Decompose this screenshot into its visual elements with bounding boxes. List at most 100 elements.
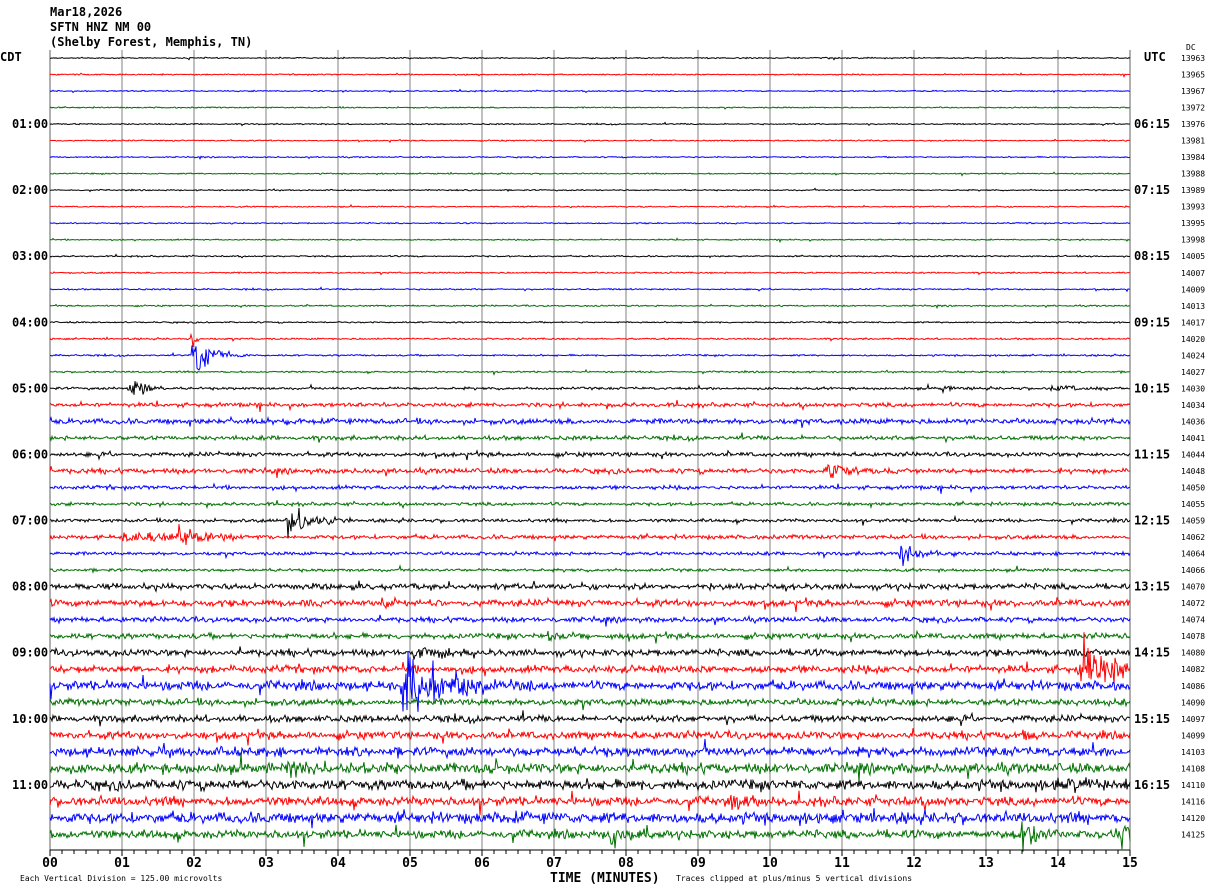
trace-row-17 [49, 332, 1131, 347]
dc-offset: 14055 [1181, 500, 1205, 509]
trace-row-2 [49, 88, 1130, 94]
trace-row-42 [49, 738, 1131, 760]
dc-offset: 13995 [1181, 219, 1205, 228]
right-hour-label: 12:15 [1134, 514, 1170, 528]
trace-row-10 [49, 221, 1131, 225]
trace-row-43 [49, 753, 1131, 783]
dc-offset: 14030 [1181, 384, 1205, 393]
right-hour-label: 07:15 [1134, 183, 1170, 197]
x-tick-label: 01 [114, 856, 130, 871]
station-label: SFTN HNZ NM 00 [50, 20, 151, 34]
dc-offset: 14034 [1181, 401, 1205, 410]
dc-offset: 13963 [1181, 54, 1205, 63]
dc-offset: 14074 [1181, 616, 1205, 625]
x-tick-label: 05 [402, 856, 418, 871]
trace-row-33 [49, 595, 1131, 613]
trace-row-18 [49, 345, 1131, 371]
traces [49, 56, 1131, 852]
trace-row-21 [49, 399, 1131, 412]
trace-row-12 [49, 253, 1131, 259]
left-timezone-label: CDT [0, 50, 22, 64]
dc-offset: 14072 [1181, 599, 1205, 608]
dc-offset: 14086 [1181, 682, 1205, 691]
trace-row-28 [49, 507, 1131, 538]
dc-offset: 14005 [1181, 252, 1205, 261]
dc-offset: 14110 [1181, 781, 1205, 790]
right-hour-label: 11:15 [1134, 447, 1170, 461]
date-label: Mar18,2026 [50, 5, 122, 19]
trace-row-22 [49, 415, 1131, 428]
dc-offset: 13965 [1181, 71, 1205, 80]
trace-row-13 [49, 271, 1131, 276]
trace-row-34 [49, 614, 1131, 627]
dc-offset: 13972 [1181, 104, 1205, 113]
right-hour-label: 15:15 [1134, 712, 1170, 726]
x-tick-label: 09 [690, 856, 706, 871]
x-tick-label: 12 [906, 856, 922, 871]
right-hour-label: 13:15 [1134, 580, 1170, 594]
trace-row-44 [49, 777, 1131, 794]
dc-offset: 13988 [1181, 170, 1205, 179]
dc-offset: 14078 [1181, 632, 1205, 641]
dc-offset: 13984 [1181, 153, 1205, 162]
trace-row-20 [49, 381, 1130, 395]
grid [49, 50, 1131, 850]
trace-row-36 [49, 646, 1131, 660]
trace-row-15 [49, 303, 1131, 310]
trace-row-25 [49, 463, 1131, 479]
trace-row-39 [49, 696, 1131, 711]
right-hour-label: 14:15 [1134, 646, 1170, 660]
left-hour-label: 08:00 [12, 580, 48, 594]
trace-row-7 [50, 171, 1131, 177]
trace-row-23 [49, 432, 1131, 444]
right-hour-label: 08:15 [1134, 249, 1170, 263]
x-tick-label: 00 [42, 856, 58, 871]
dc-offset: 14062 [1181, 533, 1205, 542]
dc-offset: 14036 [1181, 417, 1205, 426]
trace-row-11 [49, 237, 1131, 244]
dc-offset: 14017 [1181, 318, 1205, 327]
left-hour-label: 03:00 [12, 249, 48, 263]
x-tick-label: 13 [978, 856, 994, 871]
dc-offset: 14103 [1181, 748, 1205, 757]
trace-row-1 [49, 72, 1131, 78]
dc-offset: 14059 [1181, 517, 1205, 526]
dc-label: DC [1186, 43, 1196, 52]
trace-row-40 [49, 710, 1131, 727]
trace-row-30 [49, 545, 1131, 567]
trace-row-47 [49, 821, 1131, 852]
trace-row-16 [49, 320, 1131, 325]
dc-offset: 14099 [1181, 731, 1205, 740]
x-axis-title: TIME (MINUTES) [550, 871, 660, 886]
dc-offset: 14070 [1181, 583, 1205, 592]
left-hour-label: 09:00 [12, 646, 48, 660]
dc-offset: 14050 [1181, 484, 1205, 493]
dc-offset: 14097 [1181, 715, 1205, 724]
dc-offset: 14007 [1181, 269, 1205, 278]
left-hour-label: 11:00 [12, 778, 48, 792]
dc-offset: 14108 [1181, 764, 1205, 773]
trace-row-31 [49, 564, 1131, 574]
left-hour-label: 10:00 [12, 712, 48, 726]
dc-offset: 14064 [1181, 550, 1205, 559]
x-tick-label: 04 [330, 856, 346, 871]
trace-row-14 [49, 286, 1131, 293]
trace-row-5 [50, 138, 1131, 144]
right-hour-label: 09:15 [1134, 315, 1170, 329]
x-tick-label: 03 [258, 856, 274, 871]
trace-row-41 [49, 728, 1131, 746]
right-hour-label: 16:15 [1134, 778, 1170, 792]
dc-offset: 13976 [1181, 120, 1205, 129]
right-timezone-label: UTC [1144, 50, 1166, 64]
dc-offset: 14090 [1181, 698, 1205, 707]
dc-offset: 14066 [1181, 566, 1205, 575]
x-tick-label: 10 [762, 856, 778, 871]
x-tick-label: 02 [186, 856, 202, 871]
trace-row-27 [49, 500, 1131, 510]
trace-row-37 [49, 632, 1131, 685]
dc-offset: 13998 [1181, 236, 1205, 245]
trace-row-3 [49, 105, 1130, 110]
right-hour-label: 10:15 [1134, 381, 1170, 395]
dc-offset: 13989 [1181, 186, 1205, 195]
scale-note: Each Vertical Division = 125.00 microvol… [20, 874, 222, 883]
